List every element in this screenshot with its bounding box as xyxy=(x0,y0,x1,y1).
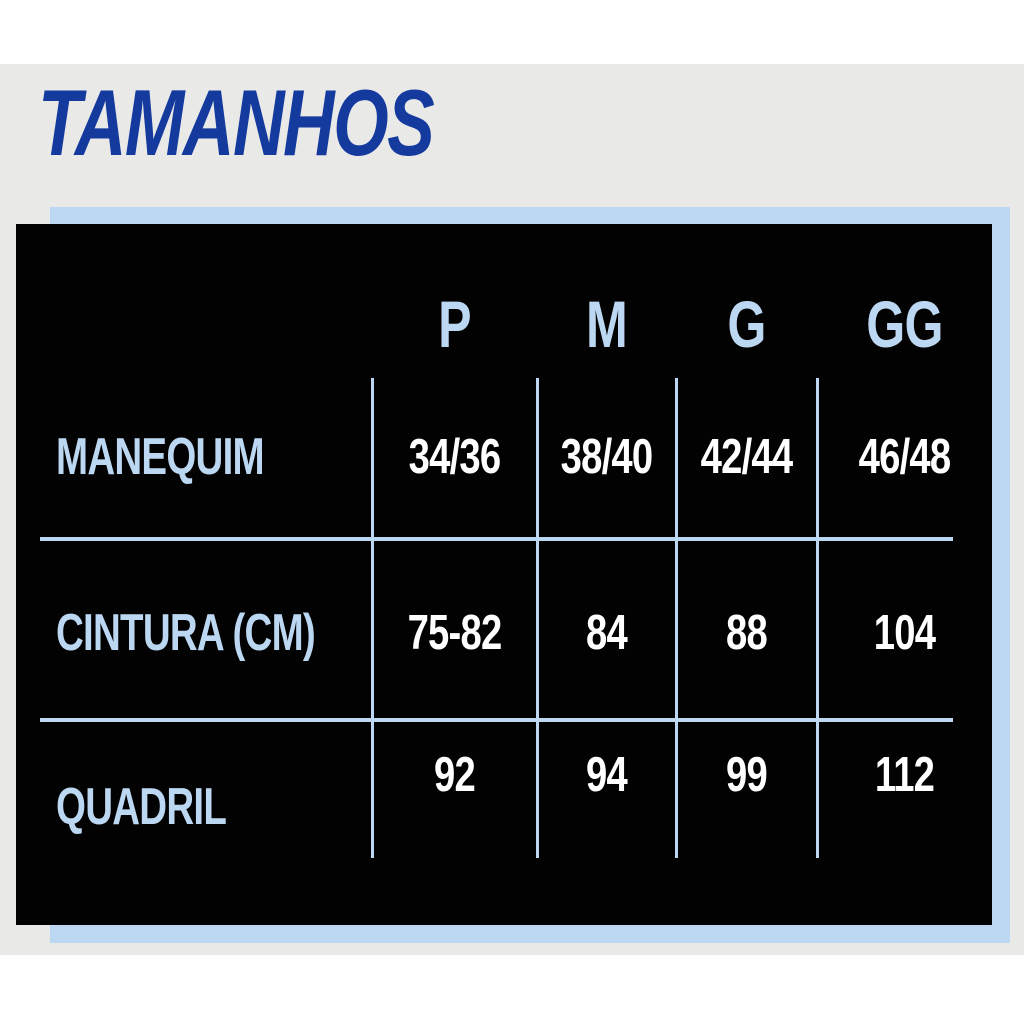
page-title: TAMANHOS xyxy=(38,70,435,175)
column-header-m: M xyxy=(585,287,628,361)
cell-quadril-gg: 112 xyxy=(874,748,935,802)
cell-quadril-p: 92 xyxy=(434,748,476,802)
column-header-g: G xyxy=(727,287,766,361)
column-divider xyxy=(371,378,374,858)
cell-quadril-m: 94 xyxy=(586,748,628,802)
cell-manequim-m: 38/40 xyxy=(560,430,654,484)
cell-cintura-gg: 104 xyxy=(873,606,936,660)
column-divider xyxy=(675,378,678,858)
row-divider xyxy=(40,537,953,541)
column-header-p: P xyxy=(438,287,471,361)
column-divider xyxy=(536,378,539,858)
cell-cintura-p: 75-82 xyxy=(407,606,503,660)
cell-manequim-g: 42/44 xyxy=(700,430,794,484)
column-divider xyxy=(816,378,819,858)
row-label-cintura: CINTURA (CM) xyxy=(56,604,316,662)
cell-quadril-g: 99 xyxy=(726,748,768,802)
row-label-manequim: MANEQUIM xyxy=(56,428,265,486)
column-header-gg: GG xyxy=(866,287,943,361)
cell-manequim-gg: 46/48 xyxy=(858,430,952,484)
row-label-quadril: QUADRIL xyxy=(56,778,227,836)
cell-manequim-p: 34/36 xyxy=(408,430,502,484)
size-table-panel xyxy=(16,224,992,925)
row-divider xyxy=(40,718,953,722)
cell-cintura-m: 84 xyxy=(586,606,628,660)
cell-cintura-g: 88 xyxy=(726,606,768,660)
